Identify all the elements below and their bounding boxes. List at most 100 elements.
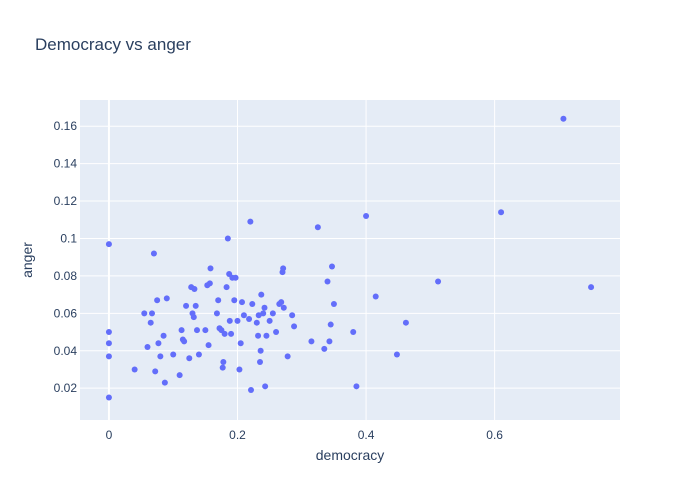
scatter-point — [257, 347, 264, 354]
scatter-point — [253, 319, 260, 326]
scatter-point — [372, 293, 379, 300]
scatter-point — [284, 353, 291, 360]
y-tick-label: 0.06 — [54, 306, 78, 320]
scatter-point — [170, 351, 177, 358]
scatter-point — [186, 355, 193, 362]
scatter-point — [236, 366, 243, 373]
scatter-point — [393, 351, 400, 358]
scatter-point — [147, 319, 154, 326]
scatter-point — [261, 304, 268, 311]
scatter-point — [131, 366, 138, 373]
scatter-point — [192, 302, 199, 309]
scatter-point — [402, 319, 409, 326]
scatter-point — [314, 224, 321, 231]
scatter-point — [273, 329, 280, 336]
x-axis-title: democracy — [316, 447, 384, 463]
scatter-point — [269, 310, 276, 317]
scatter-point — [263, 332, 270, 339]
scatter-point — [262, 383, 269, 390]
scatter-point — [280, 265, 287, 272]
scatter-point — [246, 315, 253, 322]
scatter-point — [176, 372, 183, 379]
scatter-point — [435, 278, 442, 285]
scatter-point — [154, 297, 161, 304]
chart-title: Democracy vs anger — [35, 35, 191, 54]
scatter-point — [249, 300, 256, 307]
scatter-point — [228, 330, 235, 337]
scatter-point — [181, 338, 188, 345]
scatter-point — [327, 321, 334, 328]
scatter-point — [152, 368, 159, 375]
scatter-point — [194, 327, 200, 334]
scatter-point — [248, 387, 254, 394]
x-tick-label: 0.4 — [358, 428, 375, 442]
scatter-point — [560, 115, 567, 122]
scatter-point — [363, 213, 370, 220]
scatter-point — [149, 310, 155, 317]
scatter-point — [326, 338, 333, 345]
scatter-point — [308, 338, 315, 345]
scatter-point — [329, 263, 335, 270]
scatter-point — [324, 278, 331, 285]
scatter-point — [232, 274, 239, 281]
scatter-point — [255, 312, 262, 319]
scatter-point — [588, 284, 595, 291]
y-tick-label: 0.1 — [60, 231, 77, 245]
scatter-point — [183, 302, 190, 309]
scatter-point — [105, 329, 112, 336]
scatter-point — [178, 327, 185, 334]
plot-area — [80, 100, 620, 420]
x-tick-label: 0 — [106, 428, 113, 442]
y-tick-label: 0.08 — [54, 269, 78, 283]
scatter-point — [163, 295, 170, 302]
y-gridlines — [80, 125, 620, 389]
scatter-point — [221, 330, 228, 337]
scatter-point — [206, 280, 213, 287]
scatter-point — [144, 344, 151, 351]
scatter-point — [195, 351, 202, 358]
scatter-point — [150, 250, 157, 257]
scatter-point — [105, 340, 112, 347]
scatter-point — [498, 209, 505, 216]
scatter-point — [105, 241, 112, 248]
scatter-point — [234, 317, 241, 324]
scatter-point — [219, 364, 226, 371]
scatter-point — [155, 340, 162, 347]
x-tick-label: 0.2 — [229, 428, 246, 442]
x-tick-label: 0.6 — [486, 428, 503, 442]
scatter-point — [190, 314, 197, 321]
scatter-point — [257, 358, 263, 365]
scatter-point — [353, 383, 360, 390]
scatter-point — [105, 394, 112, 401]
scatter-point — [321, 345, 328, 352]
scatter-point — [161, 379, 168, 386]
y-tick-label: 0.04 — [54, 344, 78, 358]
scatter-point — [191, 286, 198, 293]
scatter-point — [207, 265, 214, 272]
scatter-point — [157, 353, 164, 360]
scatter-point — [255, 332, 262, 339]
scatter-point — [247, 218, 254, 225]
scatter-point — [291, 323, 298, 330]
scatter-point — [105, 353, 112, 360]
scatter-point — [280, 304, 287, 311]
scatter-point — [213, 310, 220, 317]
x-tick-labels: 0 0.2 0.4 0.6 — [106, 428, 504, 442]
scatter-point — [266, 317, 273, 324]
scatter-point — [202, 327, 209, 334]
scatter-point — [224, 235, 231, 242]
scatter-point — [223, 284, 230, 291]
scatter-point — [141, 310, 148, 317]
scatter-point — [226, 317, 233, 324]
scatter-point — [350, 329, 357, 336]
scatter-point — [237, 340, 244, 347]
scatter-point — [215, 297, 222, 304]
scatter-point — [231, 297, 238, 304]
y-tick-label: 0.14 — [54, 157, 78, 171]
scatter-point — [278, 299, 285, 306]
x-gridlines — [107, 100, 496, 420]
scatter-point — [160, 332, 167, 339]
y-tick-label: 0.02 — [54, 381, 78, 395]
scatter-point — [260, 310, 267, 317]
